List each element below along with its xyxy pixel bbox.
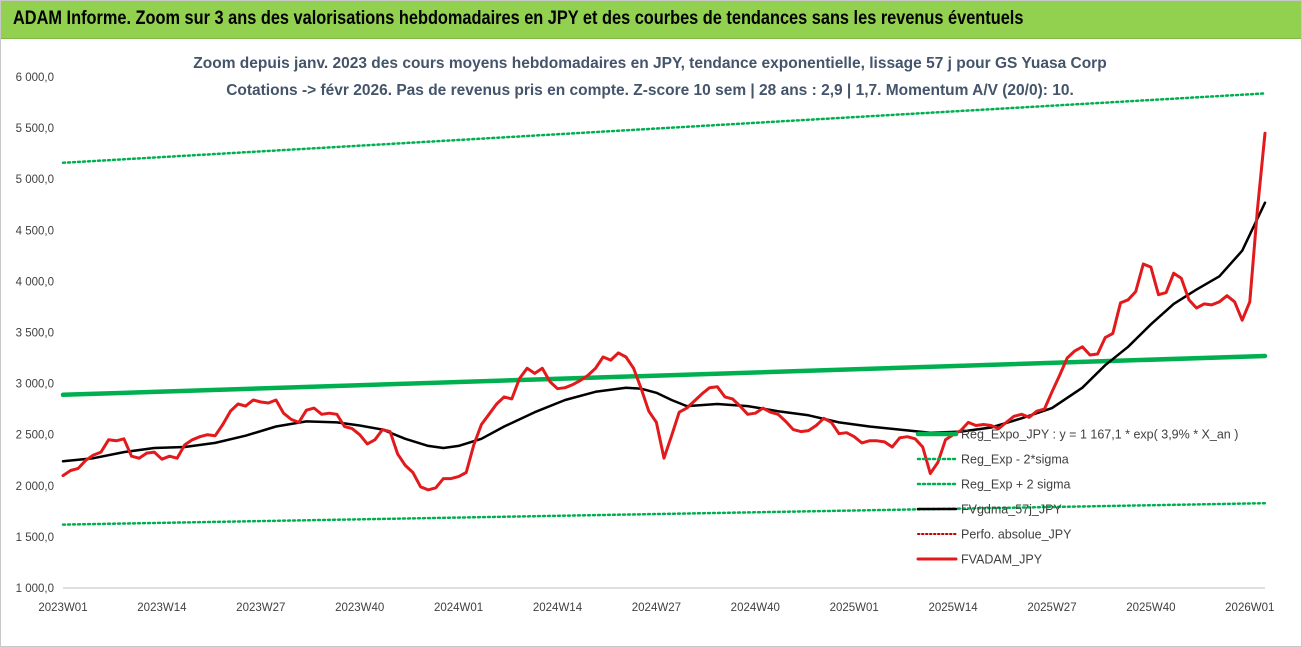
x-tick-label: 2024W40	[731, 602, 780, 614]
x-tick-label: 2024W27	[632, 602, 681, 614]
series-layer	[60, 92, 1268, 526]
x-tick-label: 2024W14	[533, 602, 583, 614]
y-tick-label: 1 500,0	[16, 532, 54, 544]
legend-entry: FVADAM_JPY	[961, 553, 1043, 567]
y-tick-label: 5 500,0	[16, 123, 54, 135]
x-tick-label: 2023W14	[137, 602, 187, 614]
series-line-sigma	[61, 92, 1267, 165]
y-tick-label: 4 000,0	[16, 276, 54, 288]
x-axis: 2023W01 2023W14 2023W27 2023W40 2024W01 2024W…	[38, 587, 1274, 614]
x-tick-label: 2025W40	[1126, 602, 1175, 614]
series-line-smooth	[61, 201, 1267, 463]
y-tick-label: 3 000,0	[16, 379, 54, 391]
series-line-price	[61, 131, 1267, 492]
legend-entry: Reg_Expo_JPY : y = 1 167,1 * exp( 3,9% *…	[961, 428, 1238, 442]
header-banner: ADAM Informe. Zoom sur 3 ans des valoris…	[1, 1, 1301, 39]
x-tick-label: 2024W01	[434, 602, 483, 614]
x-tick-label: 2023W27	[236, 602, 285, 614]
x-tick-label: 2025W14	[928, 602, 978, 614]
y-tick-label: 4 500,0	[16, 225, 54, 237]
y-tick-label: 2 000,0	[16, 481, 54, 493]
x-tick-label: 2025W27	[1027, 602, 1076, 614]
y-tick-label: 6 000,0	[16, 72, 54, 84]
chart-title: Zoom depuis janv. 2023 des cours moyens …	[193, 55, 1106, 72]
series-line-trend	[60, 353, 1268, 398]
legend-entry: Reg_Exp - 2*sigma	[961, 453, 1069, 467]
x-tick-label: 2023W40	[335, 602, 384, 614]
legend-entry: Reg_Exp + 2 sigma	[961, 478, 1070, 492]
x-tick-label: 2023W01	[38, 602, 87, 614]
legend-entry: FVgdma_57j_JPY	[961, 503, 1062, 517]
x-tick-label: 2026W01	[1225, 602, 1274, 614]
series-line-sigma	[61, 501, 1267, 526]
y-tick-label: 1 000,0	[16, 583, 54, 595]
y-axis: 6 000,0 5 500,0 5 000,0 4 500,0 4 000,0 3 500…	[16, 72, 54, 595]
y-tick-label: 3 500,0	[16, 328, 54, 340]
chart-subtitle: Cotations -> févr 2026. Pas de revenus p…	[226, 82, 1074, 99]
legend-entry: Perfo. absolue_JPY	[961, 528, 1072, 542]
y-tick-label: 5 000,0	[16, 174, 54, 186]
x-tick-label: 2025W01	[830, 602, 879, 614]
y-tick-label: 2 500,0	[16, 430, 54, 442]
header-title: ADAM Informe. Zoom sur 3 ans des valoris…	[13, 8, 1024, 29]
legend: Reg_Expo_JPY : y = 1 167,1 * exp( 3,9% *…	[915, 428, 1238, 567]
